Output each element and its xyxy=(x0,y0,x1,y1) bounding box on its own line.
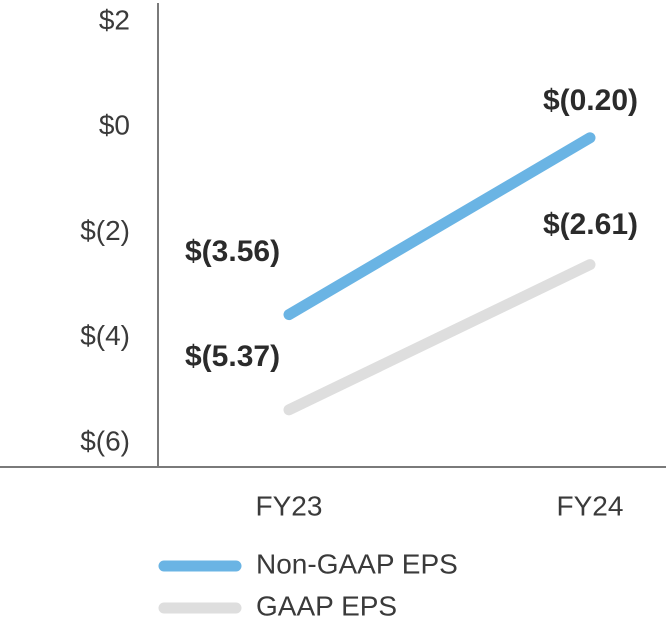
y-tick-label: $0 xyxy=(99,110,130,141)
series-line-non-gaap-eps xyxy=(283,132,596,321)
y-tick-label: $(6) xyxy=(80,425,130,456)
x-tick-label: FY24 xyxy=(557,490,624,521)
data-labels: $(3.56) $(0.20) $(5.37) $(2.61) xyxy=(185,84,638,373)
x-tick-labels: FY23 FY24 xyxy=(256,490,624,521)
y-tick-labels: $2 $0 $(2) $(4) $(6) xyxy=(80,4,130,456)
data-label: $(3.56) xyxy=(185,235,280,268)
y-tick-label: $(4) xyxy=(80,320,130,351)
legend: Non-GAAP EPS GAAP EPS xyxy=(158,548,458,621)
legend-label-gaap-eps: GAAP EPS xyxy=(256,590,397,621)
data-label: $(0.20) xyxy=(543,84,638,117)
series-lines xyxy=(283,132,596,416)
series-line-gaap-eps xyxy=(283,259,596,416)
legend-label-non-gaap-eps: Non-GAAP EPS xyxy=(256,548,458,579)
data-label: $(2.61) xyxy=(543,208,638,241)
y-tick-label: $(2) xyxy=(80,215,130,246)
data-label: $(5.37) xyxy=(185,340,280,373)
x-tick-label: FY23 xyxy=(256,490,323,521)
y-tick-label: $2 xyxy=(99,4,130,35)
